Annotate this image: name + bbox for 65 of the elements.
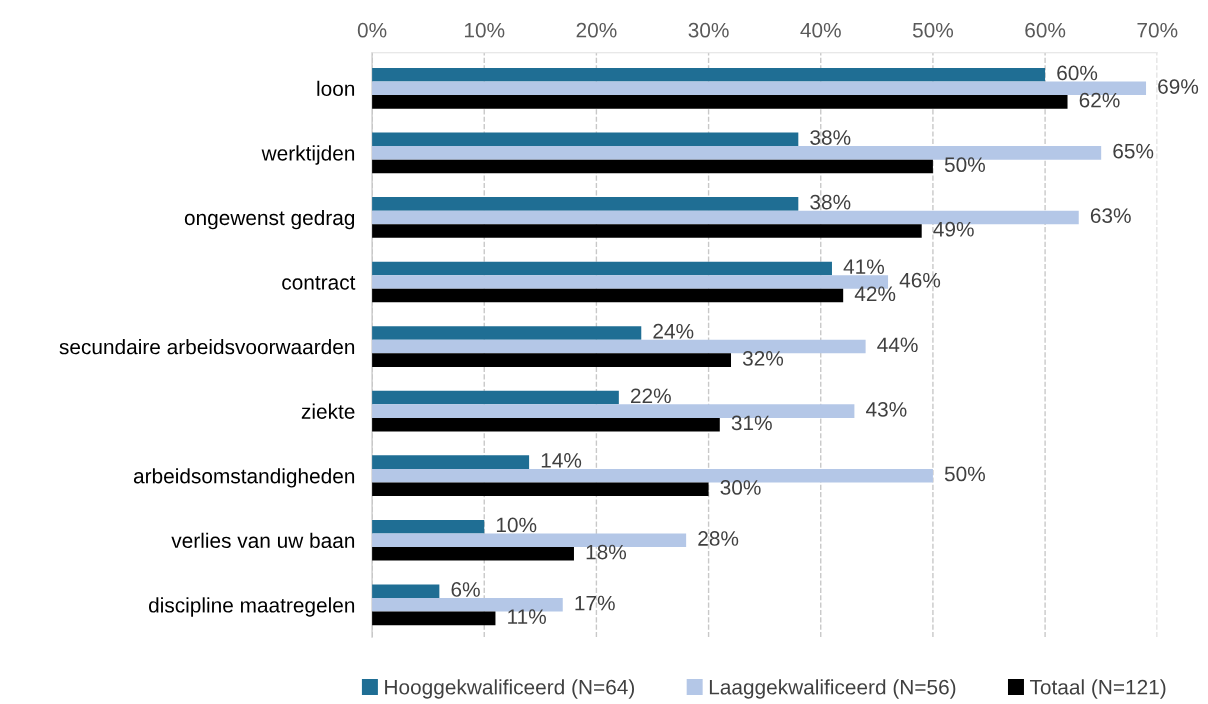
data-label: 63% [1090, 208, 1131, 224]
bar [372, 95, 1068, 109]
data-label: 38% [810, 194, 851, 210]
y-tick-label: contract [282, 276, 356, 290]
data-label: 46% [899, 272, 941, 288]
data-label: 43% [865, 401, 907, 417]
data-label: 32% [742, 350, 784, 366]
data-label: 18% [586, 544, 627, 560]
x-tick-label: 40% [800, 22, 841, 38]
bar [372, 584, 440, 599]
legend-label: Laaggekwalificeerd (N=56) [709, 679, 956, 699]
y-tick-label: ziekte [301, 403, 355, 419]
bar [372, 547, 574, 561]
data-label: 38% [810, 130, 851, 145]
data-label: 10% [496, 517, 537, 533]
data-label: 30% [720, 480, 761, 495]
y-tick-label: ongewenst gedrag [184, 209, 355, 230]
y-tick-label: discipline maatregelen [148, 597, 355, 617]
bar [372, 390, 619, 405]
data-label: 31% [731, 415, 772, 431]
data-label: 49% [933, 221, 974, 237]
bar [372, 482, 709, 497]
x-tick-label: 10% [464, 22, 505, 38]
data-label: 42% [854, 286, 896, 302]
y-tick-label: loon [317, 80, 355, 97]
x-tick-label: 70% [1137, 22, 1178, 38]
bar [372, 159, 933, 174]
data-label: 50% [944, 157, 985, 173]
bar [372, 353, 732, 367]
bar [372, 519, 485, 534]
bar [372, 288, 844, 303]
y-tick-label: secundaire arbeidsvoorwaarden [59, 339, 355, 355]
data-label: 60% [1057, 65, 1098, 81]
y-tick-label: arbeidsomstandigheden [133, 468, 355, 488]
data-label: 6% [451, 582, 480, 597]
bar [372, 224, 922, 238]
data-label: 24% [653, 323, 694, 339]
bar [372, 611, 496, 626]
data-label: 11% [508, 609, 546, 624]
bar [372, 132, 799, 147]
y-tick-label: verlies van uw baan [171, 532, 355, 549]
data-label: 44% [877, 337, 918, 353]
data-label: 28% [698, 531, 739, 546]
data-label: 41% [843, 259, 885, 274]
data-label: 62% [1079, 92, 1120, 108]
data-label: 65% [1113, 143, 1154, 159]
data-label: 50% [944, 466, 985, 482]
data-label: 17% [575, 595, 615, 611]
data-label: 69% [1158, 79, 1199, 94]
bar [372, 197, 799, 211]
legend-label: Hooggekwalificeerd (N=64) [385, 679, 635, 699]
data-label: 14% [541, 453, 582, 468]
x-tick-label: 60% [1025, 22, 1066, 38]
x-tick-label: 30% [688, 22, 729, 38]
bar [372, 417, 720, 432]
bar [372, 261, 832, 276]
y-tick-label: werktijden [261, 145, 355, 165]
x-tick-label: 50% [912, 22, 954, 38]
data-label: 22% [631, 388, 671, 404]
legend-label: Totaal (N=121) [1029, 679, 1166, 699]
bar [372, 67, 1046, 82]
bar [372, 455, 530, 469]
x-tick-label: 20% [576, 22, 617, 38]
x-tick-label: 0% [357, 22, 387, 38]
bar [372, 326, 642, 340]
